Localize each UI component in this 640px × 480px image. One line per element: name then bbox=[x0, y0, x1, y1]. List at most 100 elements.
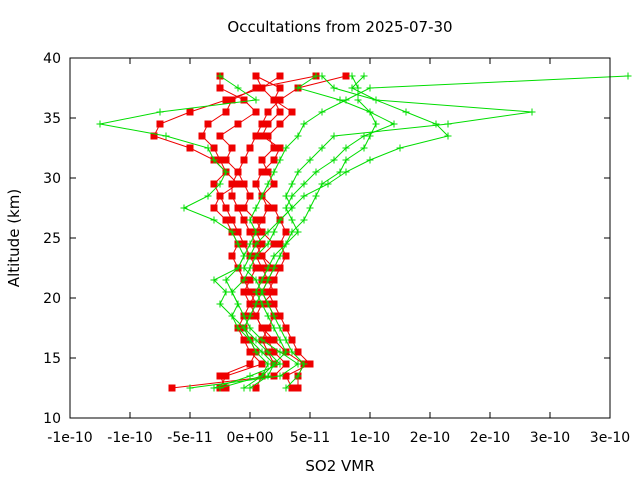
series-2-point bbox=[240, 312, 248, 320]
series-2-point bbox=[246, 264, 254, 272]
series-1-point bbox=[246, 348, 254, 356]
series-2-point bbox=[246, 384, 254, 392]
series-2-point bbox=[96, 120, 104, 128]
x-tick-label: -1e-10 bbox=[107, 430, 152, 446]
series-2-point bbox=[360, 132, 368, 140]
series-1-point bbox=[288, 336, 296, 344]
series-2-point bbox=[234, 84, 242, 92]
series-2-point bbox=[528, 108, 536, 116]
series-1-point bbox=[234, 180, 242, 188]
series-2-point bbox=[234, 324, 242, 332]
series-1-point bbox=[240, 336, 248, 344]
series-2-point bbox=[366, 84, 374, 92]
x-tick-label: 3e-10 bbox=[530, 430, 570, 446]
series-1-point bbox=[258, 240, 266, 248]
series-2-point bbox=[276, 324, 284, 332]
series-2-point bbox=[282, 336, 290, 344]
series-1-point bbox=[270, 288, 278, 296]
series-2-point bbox=[294, 168, 302, 176]
series-2-point bbox=[258, 288, 266, 296]
series-2-point bbox=[270, 264, 278, 272]
y-tick-label: 30 bbox=[43, 171, 61, 187]
series-2-point bbox=[210, 384, 218, 392]
x-axis-label: SO2 VMR bbox=[305, 457, 374, 475]
series-2-point bbox=[294, 228, 302, 236]
series-2-point bbox=[330, 84, 338, 92]
series-2-point bbox=[324, 180, 332, 188]
series-2-point bbox=[252, 348, 260, 356]
series-1-point bbox=[264, 132, 272, 140]
series-2-point bbox=[264, 348, 272, 356]
plot-area bbox=[96, 72, 632, 392]
series-2-point bbox=[258, 336, 266, 344]
series-2-point bbox=[294, 84, 302, 92]
series-2-point bbox=[336, 96, 344, 104]
series-2-point bbox=[348, 72, 356, 80]
series-2-point bbox=[210, 276, 218, 284]
series-1-point bbox=[210, 144, 218, 152]
series-2-point bbox=[282, 384, 290, 392]
series-1-point bbox=[282, 228, 290, 236]
series-1-point bbox=[276, 120, 284, 128]
series-2-point bbox=[288, 192, 296, 200]
series-2-point bbox=[258, 192, 266, 200]
axes: -1e-10 -1e-10 -5e-11 0e+00 5e-11 1e-10 2e-10 2e… bbox=[43, 51, 630, 446]
series-2-point bbox=[246, 240, 254, 248]
series-1-point bbox=[234, 204, 242, 212]
series-1-point bbox=[252, 72, 260, 80]
x-tick-label: 1e-10 bbox=[350, 430, 390, 446]
series-2-point bbox=[282, 204, 290, 212]
series-1-point bbox=[270, 144, 278, 152]
series-2-point bbox=[246, 324, 254, 332]
series-2-point bbox=[282, 192, 290, 200]
series-2-point bbox=[282, 144, 290, 152]
series-2-point bbox=[372, 120, 380, 128]
series-1-point bbox=[216, 132, 224, 140]
series-2-point bbox=[276, 348, 284, 356]
series-1-point bbox=[294, 384, 302, 392]
series-1-point bbox=[186, 144, 194, 152]
series-2-point bbox=[204, 192, 212, 200]
series-2-point bbox=[288, 228, 296, 236]
series-1-point bbox=[240, 204, 248, 212]
series-2-point bbox=[156, 108, 164, 116]
series-1-point bbox=[276, 240, 284, 248]
series-1-point bbox=[276, 108, 284, 116]
series-1-point bbox=[258, 228, 266, 236]
series-1-point bbox=[252, 84, 260, 92]
series-2-point bbox=[240, 264, 248, 272]
series-1-point bbox=[216, 156, 224, 164]
series-2-point bbox=[396, 144, 404, 152]
series-2-point bbox=[390, 120, 398, 128]
series-2-point bbox=[330, 156, 338, 164]
chart-title: Occultations from 2025-07-30 bbox=[227, 18, 452, 36]
series-2-point bbox=[252, 96, 260, 104]
series-2-point bbox=[264, 180, 272, 188]
y-tick-label: 10 bbox=[43, 411, 61, 427]
x-tick-label: 0e+00 bbox=[226, 430, 273, 446]
series-1-point bbox=[270, 336, 278, 344]
series-1-point bbox=[222, 96, 230, 104]
series-2-point bbox=[252, 300, 260, 308]
series-2-point bbox=[342, 156, 350, 164]
series-2-point bbox=[252, 336, 260, 344]
series-2-point bbox=[318, 72, 326, 80]
series-1-point bbox=[246, 360, 254, 368]
series-2-point bbox=[228, 312, 236, 320]
series-2-point bbox=[444, 120, 452, 128]
series-2-point bbox=[300, 216, 308, 224]
series-1-point bbox=[156, 120, 164, 128]
series-2-point bbox=[276, 156, 284, 164]
series-1-point bbox=[276, 144, 284, 152]
series-1-point bbox=[306, 360, 314, 368]
series-1-point bbox=[264, 108, 272, 116]
series-2-point bbox=[210, 216, 218, 224]
series-1-point bbox=[240, 240, 248, 248]
series-2-point bbox=[312, 168, 320, 176]
series-2-point bbox=[288, 180, 296, 188]
series-1-point bbox=[246, 144, 254, 152]
series-1-point bbox=[252, 264, 260, 272]
x-tick-label: 2e-10 bbox=[410, 430, 450, 446]
series-2-point bbox=[252, 204, 260, 212]
